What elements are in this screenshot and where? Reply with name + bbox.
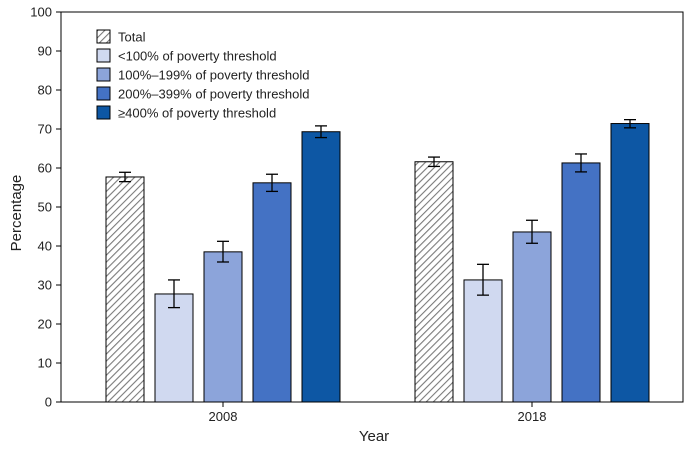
y-axis-title: Percentage: [8, 175, 25, 252]
legend-label: <100% of poverty threshold: [118, 49, 277, 64]
y-tick-label: 0: [45, 395, 52, 410]
y-tick-label: 70: [38, 122, 52, 137]
bar: [252, 182, 292, 403]
bar: [301, 131, 341, 403]
error-bar: [315, 125, 327, 139]
error-bar: [575, 153, 587, 173]
y-tick-label: 100: [30, 5, 52, 20]
x-axis: 2008 2018: [209, 402, 547, 424]
bar: [561, 162, 601, 403]
legend-swatch: [96, 105, 111, 120]
legend-label: ≥400% of poverty threshold: [118, 106, 276, 121]
x-tick-label: 2018: [518, 409, 547, 424]
error-bar: [266, 173, 278, 193]
bar: [463, 279, 503, 403]
error-bar: [428, 156, 440, 168]
x-axis-title: Year: [359, 428, 389, 445]
legend-label: Total: [118, 30, 146, 45]
legend-swatch: [96, 86, 111, 101]
y-axis: 0 10 20 30 40 50 60 70 80 90 100: [30, 5, 61, 410]
y-tick-label: 10: [38, 356, 52, 371]
legend-label: 200%–399% of poverty threshold: [118, 87, 310, 102]
bar: [203, 251, 243, 403]
y-tick-label: 80: [38, 83, 52, 98]
bar: [105, 176, 145, 403]
error-bar: [217, 240, 229, 263]
y-tick-label: 30: [38, 278, 52, 293]
x-tick-label: 2008: [209, 409, 238, 424]
legend-label: 100%–199% of poverty threshold: [118, 68, 310, 83]
legend-swatch: [96, 29, 111, 44]
error-bar: [477, 263, 489, 296]
y-tick-label: 50: [38, 200, 52, 215]
y-tick-label: 40: [38, 239, 52, 254]
y-tick-label: 60: [38, 161, 52, 176]
bar: [512, 231, 552, 403]
legend-swatch: [96, 48, 111, 63]
y-tick-label: 90: [38, 44, 52, 59]
legend: Total <100% of poverty threshold 100%–199%…: [96, 29, 310, 121]
y-tick-label: 20: [38, 317, 52, 332]
error-bar: [624, 118, 636, 129]
bar: [414, 161, 454, 403]
bars: [105, 118, 650, 403]
error-bar: [168, 279, 180, 309]
legend-swatch: [96, 67, 111, 82]
bar: [610, 123, 650, 403]
bar: [154, 293, 194, 403]
error-bar: [119, 171, 131, 183]
error-bar: [526, 219, 538, 244]
